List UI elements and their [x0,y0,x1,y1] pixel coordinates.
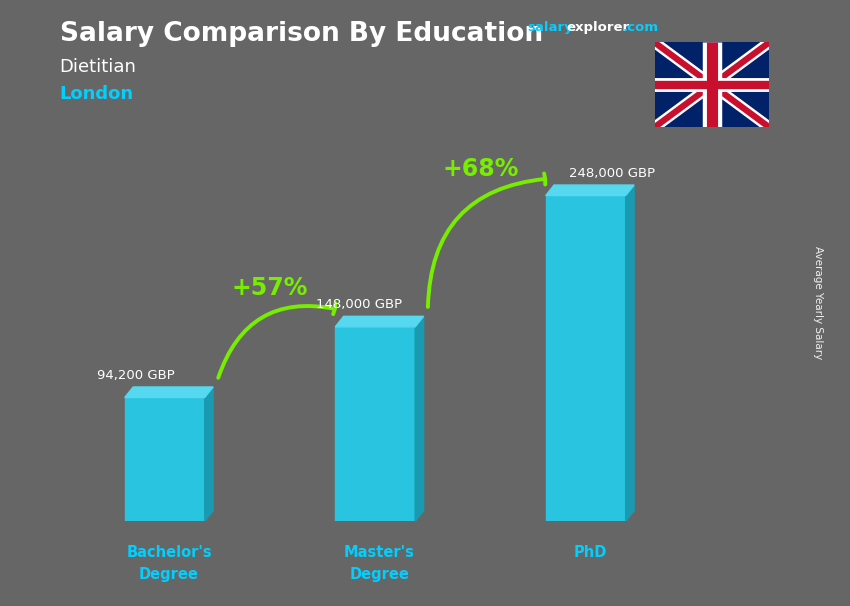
Polygon shape [125,398,205,521]
Text: Dietitian: Dietitian [60,58,136,76]
Text: +57%: +57% [232,276,309,300]
Text: 148,000 GBP: 148,000 GBP [316,298,402,311]
Polygon shape [335,316,423,327]
Text: 248,000 GBP: 248,000 GBP [569,167,655,180]
Polygon shape [125,387,213,398]
Text: Average Yearly Salary: Average Yearly Salary [813,247,823,359]
Polygon shape [626,185,634,521]
Polygon shape [415,316,423,521]
Text: salary: salary [527,21,573,34]
Text: 94,200 GBP: 94,200 GBP [98,369,175,382]
Text: .com: .com [623,21,659,34]
Text: Degree: Degree [349,567,410,582]
Text: Bachelor's: Bachelor's [126,545,212,560]
Polygon shape [546,185,634,196]
Text: Master's: Master's [344,545,415,560]
Text: explorer: explorer [566,21,629,34]
Text: +68%: +68% [442,157,518,181]
Text: London: London [60,85,133,103]
Text: Salary Comparison By Education: Salary Comparison By Education [60,21,542,47]
Polygon shape [205,387,213,521]
Polygon shape [546,196,626,521]
Text: Degree: Degree [139,567,199,582]
Polygon shape [335,327,415,521]
Text: PhD: PhD [573,545,607,560]
